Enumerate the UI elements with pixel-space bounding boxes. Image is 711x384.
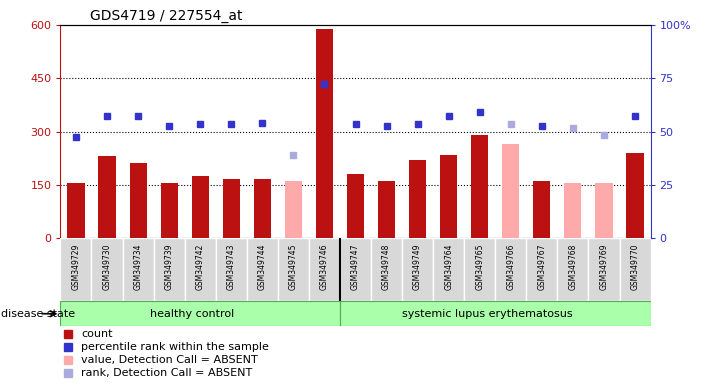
Bar [565,183,582,238]
Bar [278,238,309,301]
Text: GSM349739: GSM349739 [165,243,173,290]
Bar [526,238,557,301]
Bar [496,238,526,301]
Text: count: count [81,329,112,339]
Bar [309,238,340,301]
Text: healthy control: healthy control [150,309,235,319]
Text: GSM349748: GSM349748 [382,243,391,290]
Text: GSM349744: GSM349744 [258,243,267,290]
Text: GSM349766: GSM349766 [506,243,515,290]
Bar [378,181,395,238]
Bar [247,238,278,301]
Text: GSM349746: GSM349746 [320,243,329,290]
Bar [192,176,209,238]
Text: disease state: disease state [1,309,75,319]
Text: GSM349768: GSM349768 [568,243,577,290]
Bar [471,135,488,238]
Bar [316,28,333,238]
Bar [92,238,122,301]
Bar [254,179,271,238]
Bar [340,301,651,326]
Bar [223,179,240,238]
Text: value, Detection Call = ABSENT: value, Detection Call = ABSENT [81,356,258,366]
Bar [589,238,619,301]
Bar [502,144,519,238]
Text: GSM349770: GSM349770 [631,243,639,290]
Text: GSM349743: GSM349743 [227,243,236,290]
Bar [371,238,402,301]
Text: GSM349764: GSM349764 [444,243,453,290]
Text: GSM349730: GSM349730 [102,243,112,290]
Bar [626,153,643,238]
Text: GSM349765: GSM349765 [475,243,484,290]
Text: GSM349767: GSM349767 [538,243,546,290]
Bar [68,183,85,238]
Bar [99,156,116,238]
Text: GSM349742: GSM349742 [196,243,205,290]
Bar [60,238,92,301]
Text: GSM349745: GSM349745 [289,243,298,290]
Bar [595,183,612,238]
Bar [433,238,464,301]
Bar [60,301,340,326]
Bar [347,174,364,238]
Bar [154,238,185,301]
Bar [129,164,146,238]
Bar [215,238,247,301]
Bar [619,238,651,301]
Text: systemic lupus erythematosus: systemic lupus erythematosus [402,309,573,319]
Bar [285,181,302,238]
Text: GSM349747: GSM349747 [351,243,360,290]
Bar [440,155,457,238]
Text: GSM349769: GSM349769 [599,243,609,290]
Bar [464,238,496,301]
Text: GDS4719 / 227554_at: GDS4719 / 227554_at [90,8,242,23]
Text: percentile rank within the sample: percentile rank within the sample [81,343,269,353]
Bar [122,238,154,301]
Bar [533,181,550,238]
Bar [185,238,215,301]
Text: rank, Detection Call = ABSENT: rank, Detection Call = ABSENT [81,369,252,379]
Bar [409,160,426,238]
Bar [340,238,371,301]
Text: GSM349734: GSM349734 [134,243,143,290]
Bar [161,183,178,238]
Text: GSM349729: GSM349729 [72,243,80,290]
Bar [557,238,589,301]
Bar [402,238,433,301]
Text: GSM349749: GSM349749 [413,243,422,290]
